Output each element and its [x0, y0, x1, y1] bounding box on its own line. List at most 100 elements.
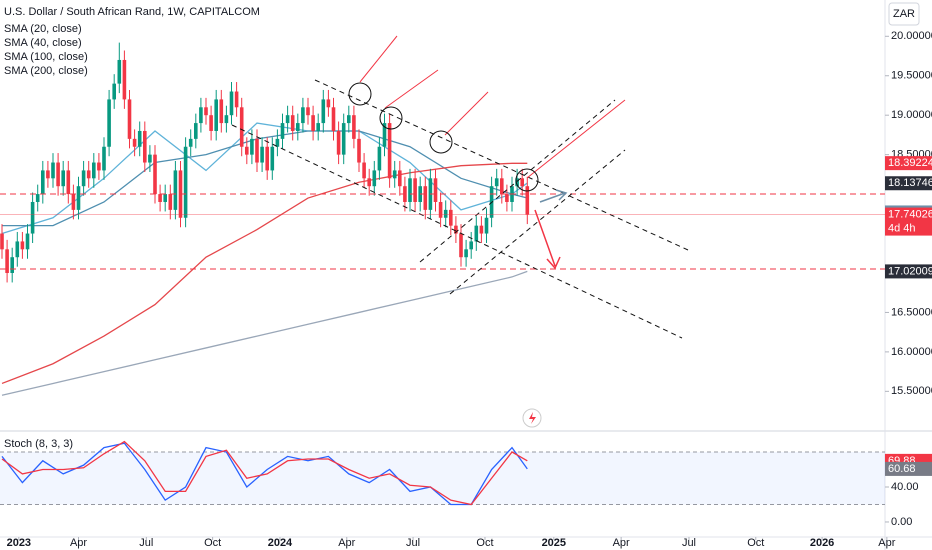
candle-body	[219, 99, 224, 124]
candle-body	[459, 233, 463, 258]
price-tag-label: 18.39224	[888, 157, 932, 169]
candle-body	[224, 115, 229, 124]
red-line	[526, 99, 626, 179]
candle-body	[367, 178, 371, 187]
candle-body	[102, 146, 106, 171]
circle	[379, 106, 403, 130]
price-tag	[885, 156, 932, 171]
sma-line	[1, 270, 528, 396]
price-tag	[885, 207, 932, 236]
candle-body	[500, 178, 504, 195]
candle-body	[260, 146, 264, 163]
candle-body	[15, 241, 20, 258]
candle-body	[30, 201, 35, 234]
y-tick-label: 0.00	[891, 516, 912, 528]
candle-body	[112, 83, 116, 100]
candle-body	[250, 138, 254, 155]
candle-body	[505, 194, 509, 202]
x-tick-label: Oct	[476, 537, 493, 549]
symbol-title: U.S. Dollar / South African Rand, 1W, CA…	[4, 6, 260, 18]
y-tick-label: 20.00000	[891, 30, 932, 42]
stoch-line	[1, 442, 528, 506]
y-tick-label: 40.00	[891, 481, 919, 493]
candle-body	[296, 123, 300, 131]
candle-body	[137, 130, 142, 147]
candle-body	[479, 225, 484, 234]
candle-body	[239, 107, 244, 147]
candle-body	[464, 249, 468, 258]
candle-body	[255, 138, 259, 163]
candle-body	[71, 194, 76, 210]
x-tick-label: Oct	[204, 537, 221, 549]
y-tick-label: 16.50000	[891, 306, 932, 318]
x-tick-label: 2023	[7, 537, 31, 549]
trend-line	[231, 124, 683, 339]
candle-body	[81, 170, 86, 187]
candle-body	[336, 130, 341, 155]
candle-body	[117, 59, 122, 84]
price-tag-label: 18.13746	[888, 177, 932, 189]
x-tick-label: Oct	[747, 537, 764, 549]
candle-body	[377, 146, 382, 171]
candle-body	[474, 225, 479, 242]
x-tick-label: 2026	[810, 537, 834, 549]
candle-body	[5, 249, 9, 273]
currency-label: ZAR	[893, 8, 915, 20]
candle-body	[433, 178, 438, 202]
candle-body	[245, 146, 249, 155]
candle-body	[188, 138, 193, 147]
candle-body	[107, 99, 111, 147]
candle-body	[398, 170, 402, 187]
stoch-tag-label: 60.68	[888, 463, 916, 475]
currency-button[interactable]	[888, 2, 920, 26]
circle	[348, 82, 372, 106]
stoch-line	[1, 440, 528, 506]
candle-body	[454, 225, 458, 234]
candle-body	[158, 194, 162, 202]
candle-body	[449, 209, 453, 226]
legend-item: SMA (100, close)	[4, 51, 88, 63]
candle-body	[41, 170, 45, 195]
red-line	[444, 91, 489, 136]
candle-body	[270, 146, 275, 171]
candle-body	[290, 115, 295, 131]
y-tick-label: 16.00000	[891, 346, 932, 358]
y-tick-label: 15.50000	[891, 385, 932, 397]
candle-body	[56, 162, 60, 187]
candle-body	[357, 138, 361, 163]
candle-body	[275, 138, 280, 147]
candle-body	[413, 178, 417, 202]
candle-body	[520, 178, 524, 187]
candle-body	[35, 194, 40, 202]
candle-body	[525, 186, 530, 215]
candle-body	[229, 91, 234, 116]
candle-body	[214, 99, 218, 131]
candle-body	[86, 170, 91, 179]
candle-body	[76, 186, 81, 210]
candle-body	[382, 123, 387, 147]
candle-body	[153, 154, 157, 195]
candle-body	[372, 170, 377, 187]
candle-body	[234, 91, 239, 108]
x-tick-label: 2024	[268, 537, 293, 549]
trend-line	[419, 99, 616, 263]
candle-body	[280, 123, 285, 139]
candle-body	[163, 194, 167, 202]
candle-body	[392, 170, 397, 179]
stoch-tag	[885, 461, 932, 476]
x-tick-label: Jul	[406, 537, 420, 549]
candle-body	[438, 201, 443, 218]
legend-item: SMA (20, close)	[4, 23, 82, 35]
candle-body	[51, 162, 55, 179]
candle-body	[132, 138, 137, 147]
trend-line	[449, 149, 626, 295]
circle	[429, 130, 453, 154]
candle-body	[61, 170, 65, 187]
x-tick-label: Apr	[878, 537, 895, 549]
candle-body	[173, 170, 178, 210]
candle-body	[387, 123, 392, 179]
x-tick-label: Jul	[139, 537, 153, 549]
legend-item: SMA (40, close)	[4, 37, 82, 49]
